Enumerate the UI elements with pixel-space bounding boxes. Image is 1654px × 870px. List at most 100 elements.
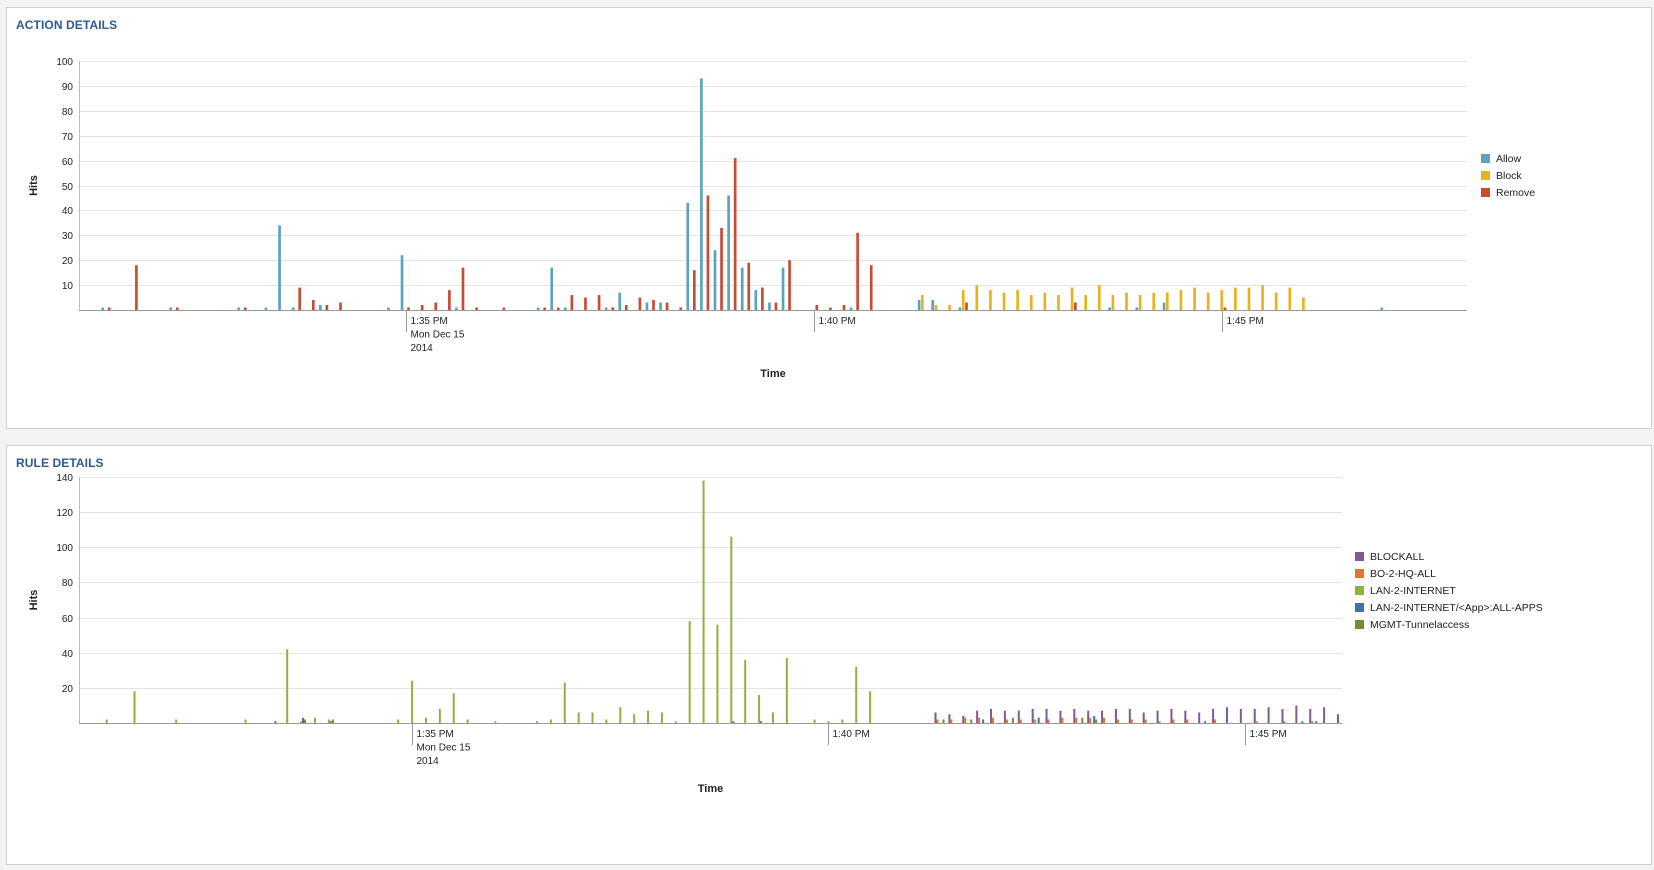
bar[interactable]	[934, 712, 937, 723]
bar[interactable]	[1311, 721, 1314, 723]
bar[interactable]	[550, 267, 554, 310]
bar[interactable]	[339, 302, 342, 310]
bar[interactable]	[563, 682, 566, 723]
bar[interactable]	[965, 302, 968, 310]
bar[interactable]	[101, 307, 104, 310]
bar[interactable]	[774, 302, 778, 310]
bar[interactable]	[1016, 290, 1019, 310]
bar[interactable]	[659, 302, 662, 310]
bar[interactable]	[434, 302, 438, 310]
bar[interactable]	[1125, 292, 1128, 310]
bar[interactable]	[706, 195, 710, 310]
bar[interactable]	[264, 307, 268, 310]
bar[interactable]	[660, 712, 663, 723]
bar[interactable]	[761, 287, 764, 310]
bar[interactable]	[665, 302, 669, 310]
bar[interactable]	[329, 721, 332, 723]
bar[interactable]	[768, 302, 771, 310]
bar[interactable]	[934, 305, 938, 310]
bar[interactable]	[688, 621, 691, 723]
bar[interactable]	[849, 307, 853, 310]
bar[interactable]	[855, 666, 858, 723]
bar[interactable]	[931, 300, 935, 310]
bar[interactable]	[948, 305, 951, 310]
bar[interactable]	[1212, 708, 1215, 723]
bar[interactable]	[1234, 287, 1237, 310]
bar[interactable]	[298, 287, 302, 310]
bar[interactable]	[169, 307, 173, 310]
bar[interactable]	[1045, 708, 1048, 723]
bar[interactable]	[278, 225, 281, 310]
bar[interactable]	[1116, 719, 1119, 723]
bar[interactable]	[1288, 287, 1292, 310]
bar[interactable]	[1128, 708, 1131, 723]
bar[interactable]	[1223, 307, 1227, 310]
bar[interactable]	[313, 717, 316, 723]
bar[interactable]	[1214, 719, 1217, 723]
legend-item[interactable]: Allow	[1481, 153, 1522, 165]
bar[interactable]	[1162, 302, 1166, 310]
bar[interactable]	[107, 307, 111, 310]
bar[interactable]	[970, 719, 973, 723]
bar[interactable]	[976, 710, 979, 723]
bar[interactable]	[1017, 710, 1020, 723]
bar[interactable]	[633, 714, 636, 723]
bar[interactable]	[950, 719, 953, 723]
bar[interactable]	[420, 305, 424, 310]
bar[interactable]	[647, 710, 650, 723]
bar[interactable]	[1198, 712, 1201, 723]
bar[interactable]	[1186, 719, 1189, 723]
bar[interactable]	[1220, 290, 1224, 310]
bar[interactable]	[286, 649, 289, 723]
bar[interactable]	[962, 715, 965, 723]
bar[interactable]	[827, 721, 830, 723]
bar[interactable]	[1047, 719, 1050, 723]
bar[interactable]	[730, 536, 733, 723]
bar[interactable]	[674, 721, 677, 723]
bar[interactable]	[638, 297, 642, 310]
bar[interactable]	[244, 719, 247, 723]
bar[interactable]	[591, 712, 594, 723]
bar[interactable]	[1337, 714, 1339, 723]
bar[interactable]	[1165, 292, 1169, 310]
bar[interactable]	[747, 262, 751, 310]
bar[interactable]	[1302, 297, 1305, 310]
bar[interactable]	[604, 307, 608, 310]
bar[interactable]	[618, 292, 622, 310]
bar[interactable]	[758, 694, 761, 723]
bar[interactable]	[1138, 295, 1142, 310]
bar[interactable]	[597, 295, 601, 310]
bar[interactable]	[992, 717, 995, 723]
bar[interactable]	[619, 707, 622, 723]
bar[interactable]	[716, 624, 719, 723]
bar[interactable]	[1031, 708, 1034, 723]
bar[interactable]	[243, 307, 247, 310]
bar[interactable]	[1075, 717, 1078, 723]
bar[interactable]	[1170, 708, 1173, 723]
bar[interactable]	[1103, 717, 1106, 723]
bar[interactable]	[964, 717, 967, 723]
bar[interactable]	[452, 693, 455, 723]
bar[interactable]	[1281, 708, 1284, 723]
bar[interactable]	[1108, 307, 1111, 310]
bar[interactable]	[982, 719, 985, 723]
bar[interactable]	[570, 295, 574, 310]
bar[interactable]	[1274, 292, 1278, 310]
bar[interactable]	[1152, 292, 1156, 310]
bar[interactable]	[1142, 712, 1145, 723]
bar[interactable]	[1158, 721, 1161, 723]
bar[interactable]	[1239, 708, 1242, 723]
bar[interactable]	[686, 202, 690, 310]
bar[interactable]	[448, 290, 451, 310]
bar[interactable]	[536, 721, 539, 723]
bar[interactable]	[605, 719, 608, 723]
bar[interactable]	[917, 300, 921, 310]
bar[interactable]	[815, 305, 819, 310]
bar[interactable]	[274, 721, 277, 723]
bar[interactable]	[1206, 292, 1210, 310]
bar[interactable]	[740, 267, 744, 310]
legend-item[interactable]: BO-2-HQ-ALL	[1355, 568, 1436, 580]
bar[interactable]	[577, 712, 580, 723]
bar[interactable]	[584, 297, 587, 310]
bar[interactable]	[869, 691, 872, 723]
